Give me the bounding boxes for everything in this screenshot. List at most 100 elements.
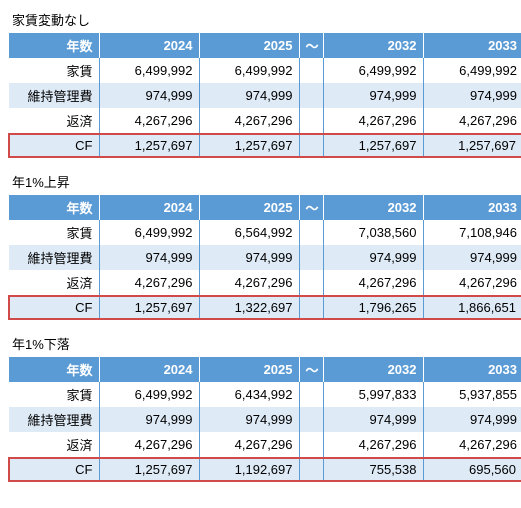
header-year-2032: 2032 [323,195,423,220]
section-title: 家賃変動なし [8,8,513,33]
cell: 4,267,296 [423,108,521,134]
cell: 4,267,296 [199,432,299,458]
cell: 6,499,992 [99,220,199,245]
header-year-label: 年数 [9,195,99,220]
cell: 4,267,296 [423,432,521,458]
cashflow-table: 年数20242025～20322033家賃6,499,9926,499,9926… [8,33,521,158]
header-year-2032: 2032 [323,33,423,58]
cell-tilde [299,432,323,458]
cell: 1,257,697 [199,134,299,157]
cell: 6,499,992 [99,58,199,83]
cell: 695,560 [423,458,521,481]
cell: 4,267,296 [423,270,521,296]
cell: 4,267,296 [323,270,423,296]
cell: 5,937,855 [423,382,521,407]
table-section: 年1%上昇年数20242025～20322033家賃6,499,9926,564… [8,170,513,320]
row-maint: 維持管理費974,999974,999974,999974,999 [9,245,521,270]
cell: 5,997,833 [323,382,423,407]
header-year-2033: 2033 [423,195,521,220]
cell: 6,499,992 [423,58,521,83]
cell: 1,257,697 [323,134,423,157]
row-repay: 返済4,267,2964,267,2964,267,2964,267,296 [9,270,521,296]
cell: 974,999 [99,407,199,432]
cashflow-table: 年数20242025～20322033家賃6,499,9926,564,9927… [8,195,521,320]
cell: 1,866,651 [423,296,521,319]
cell: 974,999 [99,83,199,108]
cell: 4,267,296 [99,270,199,296]
cell: 1,796,265 [323,296,423,319]
section-title: 年1%下落 [8,332,513,357]
row-label: 家賃 [9,58,99,83]
cell: 4,267,296 [99,432,199,458]
cell: 6,499,992 [99,382,199,407]
cell: 1,257,697 [99,296,199,319]
cell: 7,038,560 [323,220,423,245]
cell: 4,267,296 [323,108,423,134]
cell: 974,999 [199,245,299,270]
row-label: 家賃 [9,382,99,407]
cell-tilde [299,220,323,245]
cell: 974,999 [423,245,521,270]
header-tilde: ～ [299,33,323,58]
cell: 4,267,296 [199,270,299,296]
row-label: 維持管理費 [9,245,99,270]
cell-tilde [299,134,323,157]
header-year-2024: 2024 [99,33,199,58]
row-label: CF [9,296,99,319]
header-year-2024: 2024 [99,357,199,382]
row-cf: CF1,257,6971,192,697 755,538695,560 [9,458,521,481]
row-label: 維持管理費 [9,83,99,108]
row-label: 返済 [9,432,99,458]
cell-tilde [299,270,323,296]
header-year-2032: 2032 [323,357,423,382]
section-title: 年1%上昇 [8,170,513,195]
header-year-2033: 2033 [423,357,521,382]
cell: 4,267,296 [199,108,299,134]
cell-tilde [299,382,323,407]
cell: 1,257,697 [423,134,521,157]
cell: 974,999 [423,83,521,108]
cell-tilde [299,108,323,134]
cell: 4,267,296 [99,108,199,134]
cell-tilde [299,83,323,108]
row-maint: 維持管理費974,999974,999974,999974,999 [9,407,521,432]
row-rent: 家賃6,499,9926,499,9926,499,9926,499,992 [9,58,521,83]
cell: 974,999 [199,83,299,108]
cell-tilde [299,58,323,83]
header-tilde: ～ [299,357,323,382]
cell: 1,257,697 [99,134,199,157]
cell: 755,538 [323,458,423,481]
row-label: 返済 [9,108,99,134]
cell: 4,267,296 [323,432,423,458]
table-section: 家賃変動なし年数20242025～20322033家賃6,499,9926,49… [8,8,513,158]
cell-tilde [299,407,323,432]
cell: 974,999 [99,245,199,270]
row-repay: 返済4,267,2964,267,2964,267,2964,267,296 [9,108,521,134]
cell: 974,999 [199,407,299,432]
row-cf: CF1,257,6971,257,6971,257,6971,257,697 [9,134,521,157]
header-year-2025: 2025 [199,33,299,58]
cell: 6,434,992 [199,382,299,407]
cell: 1,257,697 [99,458,199,481]
cell: 974,999 [423,407,521,432]
row-rent: 家賃6,499,9926,434,992 5,997,8335,937,855 [9,382,521,407]
row-maint: 維持管理費974,999974,999974,999974,999 [9,83,521,108]
cell: 974,999 [323,83,423,108]
header-year-2025: 2025 [199,195,299,220]
cell: 6,499,992 [199,58,299,83]
row-label: CF [9,458,99,481]
cell-tilde [299,296,323,319]
row-label: 家賃 [9,220,99,245]
header-year-2025: 2025 [199,357,299,382]
table-section: 年1%下落年数20242025～20322033家賃6,499,9926,434… [8,332,513,482]
row-label: 維持管理費 [9,407,99,432]
header-year-label: 年数 [9,357,99,382]
cashflow-table: 年数20242025～20322033 家賃6,499,9926,434,992 5… [8,357,521,482]
cell: 1,192,697 [199,458,299,481]
row-repay: 返済4,267,2964,267,2964,267,2964,267,296 [9,432,521,458]
cell-tilde [299,245,323,270]
cell: 1,322,697 [199,296,299,319]
cell: 974,999 [323,245,423,270]
cell-tilde [299,458,323,481]
cell: 6,499,992 [323,58,423,83]
